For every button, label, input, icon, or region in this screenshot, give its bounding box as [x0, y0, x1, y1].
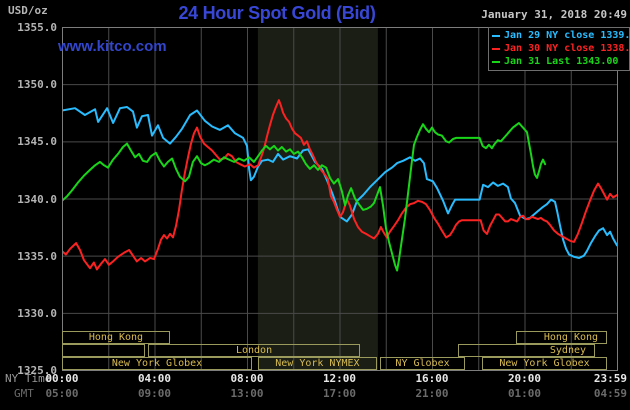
series-line-jan-31	[62, 122, 547, 272]
price-chart-plot	[62, 27, 618, 371]
y-tick-label: 1325.0	[17, 364, 57, 377]
axis-caption-ny-time: NY Time	[5, 372, 52, 385]
y-tick-label: 1340.0	[17, 192, 57, 206]
legend-item-label: Jan 31 Last 1343.00	[504, 56, 619, 67]
x-tick-gmt-label: 04:59	[593, 387, 627, 400]
y-tick-label: 1355.0	[17, 21, 57, 34]
legend-dash-icon	[492, 60, 500, 63]
x-tick-gmt-label: 09:00	[137, 387, 172, 400]
y-tick-label: 1335.0	[17, 249, 57, 263]
legend-item-label: Jan 30 NY close 1338.10	[504, 43, 630, 54]
x-tick-ny-label: 16:00	[415, 372, 449, 385]
legend-item-label: Jan 29 NY close 1339.90	[504, 30, 630, 41]
y-tick-label: 1345.0	[17, 135, 57, 149]
session-box-new-york-nymex: New York NYMEX	[257, 357, 377, 370]
x-tick-ny-label: 08:00	[230, 372, 264, 385]
legend-dash-icon	[492, 47, 500, 50]
x-tick-ny-label: 23:59	[593, 372, 627, 385]
x-tick-ny-label: 20:00	[507, 372, 542, 385]
axis-caption-gmt: GMT	[14, 387, 34, 400]
x-tick-gmt-label: 13:00	[230, 387, 264, 400]
session-box-new-york-globex: New York Globex	[481, 357, 608, 370]
session-box-empty	[62, 344, 146, 357]
session-box-new-york-globex: New York Globex	[62, 357, 253, 370]
x-tick-gmt-label: 05:00	[45, 387, 79, 400]
session-box-hong-kong: Hong Kong	[62, 331, 170, 344]
legend-item-jan-29: Jan 29 NY close 1339.90	[489, 29, 630, 42]
units-label: USD/oz	[8, 4, 48, 17]
session-box-ny-globex: NY Globex	[379, 357, 466, 370]
legend-dash-icon	[492, 34, 500, 37]
x-tick-ny-label: 00:00	[45, 372, 79, 385]
x-tick-ny-label: 04:00	[137, 372, 172, 385]
session-box-hong-kong: Hong Kong	[515, 331, 608, 344]
y-tick-label: 1330.0	[17, 306, 57, 320]
kitco-website-link[interactable]: www.kitco.com	[58, 38, 167, 55]
x-tick-gmt-label: 17:00	[322, 387, 357, 400]
plot-border	[62, 27, 618, 371]
x-tick-gmt-label: 21:00	[415, 387, 449, 400]
x-tick-gmt-label: 01:00	[507, 387, 542, 400]
series-line-jan-30	[62, 99, 618, 271]
legend-item-jan-31: Jan 31 Last 1343.00	[489, 55, 629, 68]
page-title: 24 Hour Spot Gold (Bid)	[178, 3, 376, 23]
x-tick-ny-label: 12:00	[322, 372, 357, 385]
session-box-sydney: Sydney	[457, 344, 596, 357]
series-line-jan-29	[62, 106, 618, 259]
legend-item-jan-30: Jan 30 NY close 1338.10	[489, 42, 630, 55]
y-tick-label: 1350.0	[17, 78, 57, 92]
session-box-london: London	[148, 344, 361, 357]
chart-legend: Jan 29 NY close 1339.90 Jan 30 NY close 1…	[488, 27, 630, 71]
datetime-label: January 31, 2018 20:49	[481, 8, 627, 21]
